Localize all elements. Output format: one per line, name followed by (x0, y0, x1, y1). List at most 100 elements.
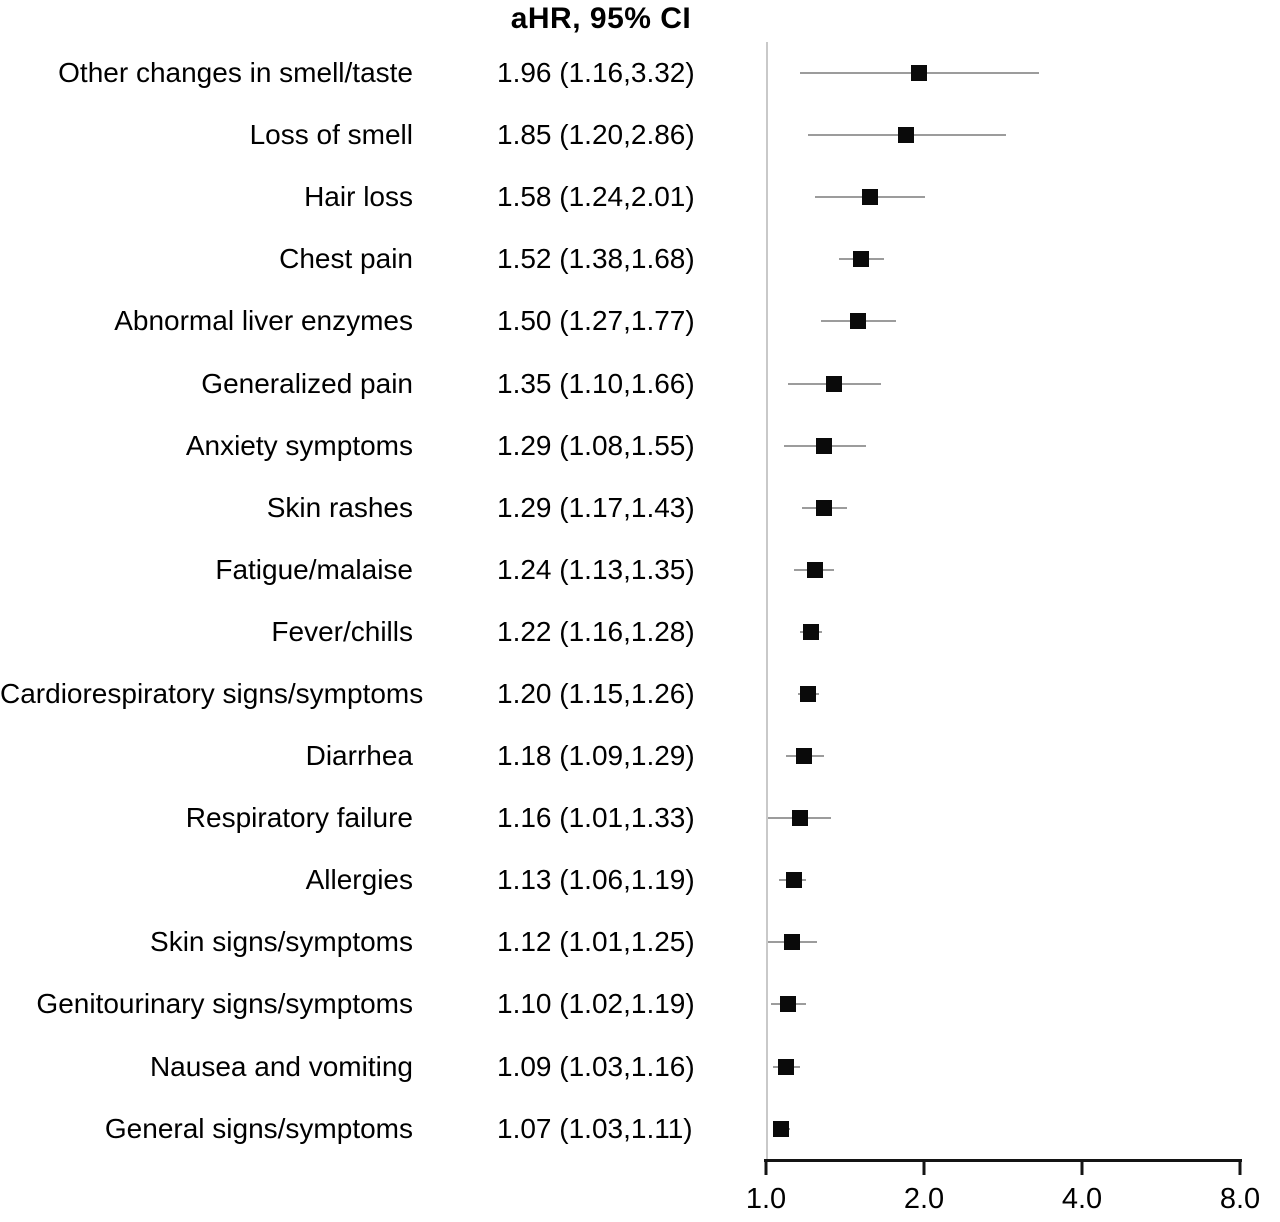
row-label: Genitourinary signs/symptoms (36, 988, 413, 1020)
forest-row: Generalized pain 1.35 (1.10,1.66) (0, 352, 1280, 414)
forest-row: General signs/symptoms 1.07 (1.03,1.11) (0, 1098, 1280, 1160)
row-plot-area (766, 477, 1280, 539)
forest-rows: Other changes in smell/taste 1.96 (1.16,3… (0, 42, 1280, 1160)
row-track (766, 228, 1240, 290)
row-estimate-ci-text: 1.13 (1.06,1.19) (497, 864, 695, 896)
row-plot-area (766, 911, 1280, 973)
forest-row: Fever/chills 1.22 (1.16,1.28) (0, 601, 1280, 663)
row-estimate-ci-text: 1.20 (1.15,1.26) (497, 677, 695, 709)
row-label: Anxiety symptoms (185, 429, 413, 461)
row-estimate-ci-text: 1.29 (1.17,1.43) (497, 491, 695, 523)
forest-row: Fatigue/malaise 1.24 (1.13,1.35) (0, 539, 1280, 601)
row-plot-area (766, 539, 1280, 601)
row-track (766, 539, 1240, 601)
point-estimate-marker (826, 375, 843, 392)
forest-row: Cardiorespiratory signs/symptoms 1.20 (1.… (0, 663, 1280, 725)
forest-row: Other changes in smell/taste 1.96 (1.16,3… (0, 42, 1280, 104)
row-label: Skin rashes (266, 491, 413, 523)
point-estimate-marker (785, 872, 802, 889)
forest-row: Skin signs/symptoms 1.12 (1.01,1.25) (0, 911, 1280, 973)
row-plot-area (766, 787, 1280, 849)
row-estimate-ci-text: 1.85 (1.20,2.86) (497, 119, 695, 151)
point-estimate-marker (807, 561, 823, 578)
row-label: Other changes in smell/taste (58, 57, 413, 89)
point-estimate-marker (850, 313, 867, 330)
row-track (766, 477, 1240, 539)
row-track (766, 415, 1240, 477)
row-estimate-ci-text: 1.29 (1.08,1.55) (497, 429, 695, 461)
point-estimate-marker (799, 685, 816, 702)
point-estimate-marker (816, 499, 832, 516)
point-estimate-marker (911, 65, 928, 82)
row-plot-area (766, 1098, 1280, 1160)
row-plot-area (766, 415, 1280, 477)
row-plot-area (766, 601, 1280, 663)
x-axis-tick-label: 8.0 (1219, 1183, 1261, 1215)
row-label: Allergies (305, 864, 413, 896)
row-track (766, 725, 1240, 787)
row-plot-area (766, 1036, 1280, 1098)
plot-left-border-line (766, 42, 768, 1160)
row-estimate-ci-text: 1.24 (1.13,1.35) (497, 553, 695, 585)
row-plot-area (766, 725, 1280, 787)
forest-row: Anxiety symptoms 1.29 (1.08,1.55) (0, 415, 1280, 477)
row-label: Loss of smell (249, 119, 413, 151)
point-estimate-marker (791, 810, 808, 827)
point-estimate-marker (779, 996, 796, 1013)
x-axis-tick-label: 4.0 (1061, 1183, 1103, 1215)
row-track (766, 290, 1240, 352)
row-label: Fatigue/malaise (215, 553, 413, 585)
row-estimate-ci-text: 1.12 (1.01,1.25) (497, 926, 695, 958)
row-label: Fever/chills (271, 615, 413, 647)
row-plot-area (766, 973, 1280, 1035)
row-track (766, 601, 1240, 663)
x-axis-tick (1080, 1162, 1084, 1175)
row-plot-area (766, 104, 1280, 166)
row-label: Respiratory failure (185, 802, 413, 834)
point-estimate-marker (777, 1058, 794, 1075)
row-estimate-ci-text: 1.22 (1.16,1.28) (497, 615, 695, 647)
row-estimate-ci-text: 1.10 (1.02,1.19) (497, 988, 695, 1020)
x-axis-tick (1238, 1162, 1242, 1175)
row-estimate-ci-text: 1.35 (1.10,1.66) (497, 367, 695, 399)
row-track (766, 42, 1240, 104)
row-track (766, 973, 1240, 1035)
row-label: Cardiorespiratory signs/symptoms (0, 677, 424, 709)
row-label: Skin signs/symptoms (150, 926, 413, 958)
point-estimate-marker (803, 623, 820, 640)
row-track (766, 663, 1240, 725)
x-axis-tick (764, 1162, 768, 1175)
row-track (766, 1098, 1240, 1160)
row-plot-area (766, 290, 1280, 352)
row-plot-area (766, 663, 1280, 725)
x-axis-tick (922, 1162, 926, 1175)
row-label: General signs/symptoms (104, 1112, 413, 1144)
row-track (766, 104, 1240, 166)
row-plot-area (766, 849, 1280, 911)
point-estimate-marker (898, 127, 915, 144)
point-estimate-marker (853, 251, 870, 268)
chart-title: aHR, 95% CI (510, 2, 692, 35)
point-estimate-marker (795, 748, 812, 765)
forest-row: Nausea and vomiting 1.09 (1.03,1.16) (0, 1036, 1280, 1098)
row-estimate-ci-text: 1.52 (1.38,1.68) (497, 243, 695, 275)
row-label: Generalized pain (201, 367, 413, 399)
row-estimate-ci-text: 1.07 (1.03,1.11) (497, 1112, 693, 1144)
row-track (766, 849, 1240, 911)
row-label: Diarrhea (305, 740, 413, 772)
row-label: Nausea and vomiting (149, 1050, 413, 1082)
row-estimate-ci-text: 1.16 (1.01,1.33) (497, 802, 695, 834)
row-plot-area (766, 352, 1280, 414)
row-estimate-ci-text: 1.09 (1.03,1.16) (497, 1050, 695, 1082)
forest-row: Skin rashes 1.29 (1.17,1.43) (0, 477, 1280, 539)
row-plot-area (766, 42, 1280, 104)
row-plot-area (766, 228, 1280, 290)
forest-row: Genitourinary signs/symptoms 1.10 (1.02,1… (0, 973, 1280, 1035)
point-estimate-marker (783, 934, 800, 951)
point-estimate-marker (773, 1120, 790, 1137)
row-track (766, 787, 1240, 849)
row-track (766, 352, 1240, 414)
forest-row: Chest pain 1.52 (1.38,1.68) (0, 228, 1280, 290)
x-axis-line (764, 1159, 1242, 1162)
row-track (766, 1036, 1240, 1098)
